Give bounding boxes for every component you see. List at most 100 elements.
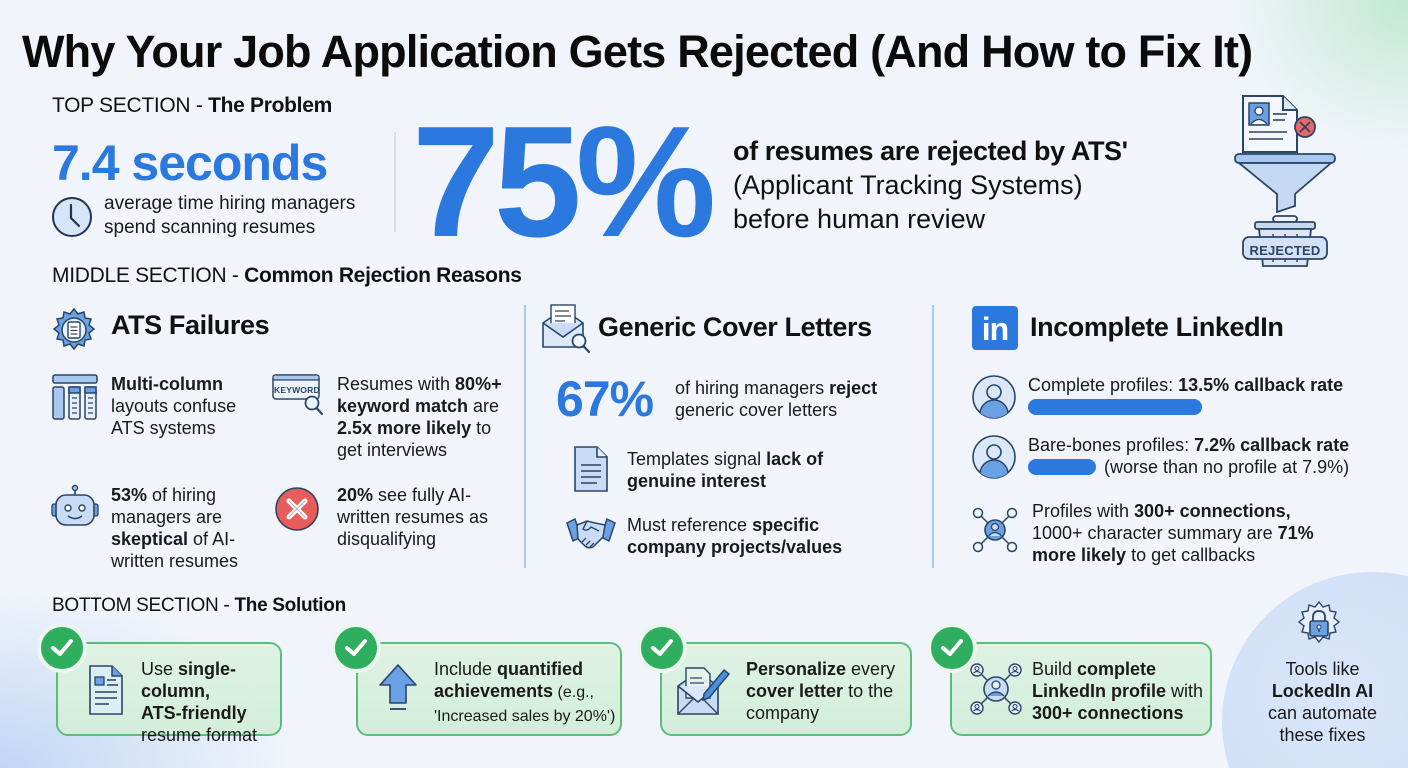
text: Profiles with [1032, 501, 1135, 521]
bold-text: complete [1077, 659, 1157, 679]
ats-rejection-text: of resumes are rejected by ATS' (Applica… [733, 134, 1128, 236]
cover-item-specific: Must reference specific company projects… [627, 514, 857, 558]
text: see fully AI-written resumes as disquali… [337, 485, 489, 549]
cover-letters-heading: Generic Cover Letters [598, 312, 872, 342]
bold-text: 80%+ keyword match [337, 374, 502, 416]
text: can automate [1267, 703, 1378, 723]
solution-text-1: Use single-column, ATS-friendly resume f… [141, 658, 281, 746]
cover-item-templates: Templates signal lack of genuine interes… [627, 448, 847, 492]
funnel-rejected-icon [1234, 95, 1336, 267]
ats-item-disqualifying: 20% see fully AI-written resumes as disq… [337, 484, 507, 550]
bold-text: 300+ connections, [1134, 501, 1291, 521]
text: are [468, 396, 500, 416]
text: Templates signal [627, 449, 767, 469]
linkedin-heading: Incomplete LinkedIn [1030, 312, 1284, 342]
robot-icon [51, 484, 99, 526]
profile-avatar-icon [972, 375, 1016, 419]
bold-text: skeptical [111, 529, 189, 549]
keyword-label: KEYWORD [274, 385, 320, 395]
cover-letter-stat: 67% [556, 371, 654, 427]
text: to get callbacks [1126, 545, 1256, 565]
text: Complete profiles: [1028, 375, 1179, 395]
section-prefix: TOP SECTION - [52, 94, 209, 117]
middle-section-label: MIDDLE SECTION - Common Rejection Reason… [52, 264, 522, 288]
bold-text: Personalize [746, 659, 847, 679]
gear-document-icon [52, 307, 96, 351]
check-icon [331, 623, 381, 673]
bold-text: LinkedIn profile [1032, 681, 1167, 701]
bold-text: cover letter [746, 681, 844, 701]
text: Tools like [1285, 659, 1360, 679]
tools-callout-text: Tools like LockedIn AI can automate thes… [1250, 658, 1395, 746]
connections-text: Profiles with 300+ connections, 1000+ ch… [1032, 500, 1342, 566]
rejected-stamp: REJECTED [1249, 243, 1321, 258]
bold-text: 71% [1277, 523, 1314, 543]
envelope-search-icon [542, 304, 591, 354]
complete-profiles-text: Complete profiles: 13.5% callback rate [1028, 374, 1343, 396]
linkedin-logo-icon: in [972, 306, 1018, 350]
text: resume format [141, 725, 258, 745]
ats-line: of resumes are rejected by ATS' [733, 136, 1128, 166]
document-icon [574, 446, 608, 492]
divider [394, 132, 396, 232]
gear-lock-icon [1297, 600, 1341, 644]
text: every [846, 659, 896, 679]
ats-item-skeptical: 53% of hiring managers are skeptical of … [111, 484, 251, 572]
resume-document-icon [89, 665, 123, 715]
text: Include [434, 659, 498, 679]
brand-name: LockedIn AI [1271, 681, 1374, 701]
text: of hiring managers [675, 378, 830, 398]
seconds-description: average time hiring managers spend scann… [104, 192, 355, 240]
bold-text: reject [829, 378, 878, 398]
envelope-pen-icon [677, 667, 731, 715]
solution-text-3: Personalize every cover letter to the co… [746, 658, 916, 724]
text: Resumes with [337, 374, 456, 394]
bold-text: 53% [111, 485, 148, 505]
ats-line: before human review [733, 204, 986, 234]
solution-text-2: Include quantified achievements (e.g., '… [434, 658, 624, 728]
text: of AI-written resumes [111, 529, 239, 571]
ats-failures-heading: ATS Failures [111, 310, 270, 340]
bold-text: ATS-friendly [141, 703, 247, 723]
cover-letter-stat-desc: of hiring managers reject generic cover … [675, 377, 905, 421]
bold-text: 300+ connections [1032, 703, 1184, 723]
ats-line: (Applicant Tracking Systems) [733, 170, 1083, 200]
text: Build [1032, 659, 1078, 679]
ats-item-multicolumn: Multi-column layouts confuse ATS systems [111, 373, 261, 439]
section-title: Common Rejection Reasons [244, 264, 522, 287]
bold-text: Multi-column [111, 374, 223, 394]
text: Use [141, 659, 179, 679]
desc-line: spend scanning resumes [104, 217, 316, 238]
up-arrow-icon [379, 664, 417, 710]
bare-profiles-text: Bare-bones profiles: 7.2% callback rate [1028, 434, 1349, 456]
bare-callback-bar [1028, 459, 1096, 475]
text: (e.g., [553, 684, 594, 701]
top-section-label: TOP SECTION - The Problem [52, 94, 332, 118]
section-title: The Solution [234, 595, 346, 616]
check-icon [637, 623, 687, 673]
bold-text: 7.2% callback rate [1194, 435, 1350, 455]
text: these fixes [1279, 725, 1366, 745]
column-divider [524, 305, 526, 568]
solution-text-4: Build complete LinkedIn profile with 300… [1032, 658, 1212, 724]
check-icon [37, 623, 87, 673]
text: to get interviews [337, 418, 492, 460]
clock-icon [52, 197, 92, 237]
text: generic cover letters [675, 400, 838, 420]
x-circle-icon [275, 487, 319, 531]
text: Must reference [627, 515, 753, 535]
desc-line: average time hiring managers [104, 193, 356, 214]
bold-text: more likely [1032, 545, 1127, 565]
text: layouts confuse ATS systems [111, 396, 237, 438]
ats-item-keyword: Resumes with 80%+ keyword match are 2.5x… [337, 373, 507, 461]
bold-text: 2.5x more likely [337, 418, 472, 438]
text: of hiring managers are [111, 485, 223, 527]
text: company [746, 703, 820, 723]
text: to the [843, 681, 894, 701]
bold-text: lack of genuine interest [627, 449, 824, 491]
bare-profiles-note: (worse than no profile at 7.9%) [1104, 457, 1350, 477]
text: Bare-bones profiles: [1028, 435, 1195, 455]
bold-text: quantified [497, 659, 584, 679]
section-title: The Problem [208, 94, 332, 117]
complete-callback-bar [1028, 399, 1202, 415]
